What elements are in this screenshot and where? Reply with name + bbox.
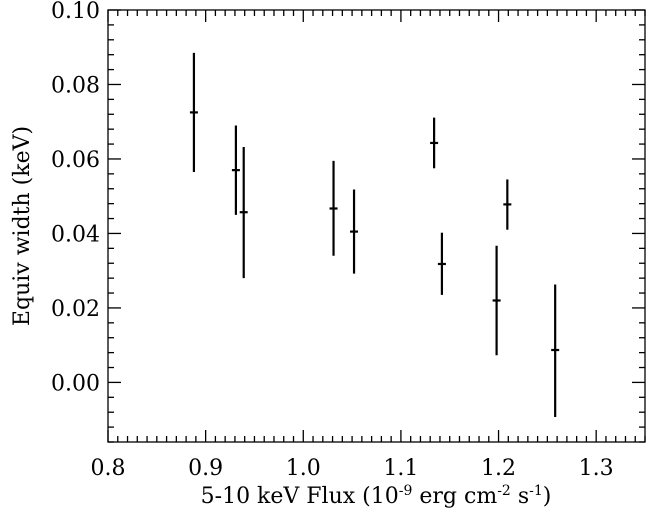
data-point (437, 232, 446, 295)
x-label-text: s (511, 484, 529, 509)
data-point (492, 245, 501, 356)
y-tick-label: 0.08 (51, 73, 100, 98)
data-point (503, 179, 512, 230)
data-point (189, 52, 198, 172)
x-label-superscript: -2 (497, 483, 511, 499)
y-tick-label: 0.06 (51, 148, 100, 173)
x-label-text: 5-10 keV Flux (10 (201, 484, 399, 509)
y-tick-label: 0.10 (51, 0, 100, 24)
axis-ticks (107, 9, 646, 443)
data-point (430, 117, 439, 169)
y-tick-label: 0.02 (51, 297, 100, 322)
x-tick-label: 1.0 (286, 456, 321, 481)
x-label-text: erg cm (412, 484, 497, 509)
plot-frame (107, 9, 646, 443)
x-tick-label: 1.3 (579, 456, 614, 481)
data-point (239, 147, 248, 279)
data-points (189, 52, 560, 418)
x-tick-label: 1.1 (383, 456, 418, 481)
x-tick-label: 0.8 (91, 456, 126, 481)
axis-tick-labels: 0.8 0.9 1.0 1.1 1.2 1.3 0.00 0.02 0.04 0.06 0.08 0.… (51, 0, 614, 481)
x-axis-label: 5-10 keV Flux (10-9 erg cm-2 s-1) (201, 483, 552, 509)
x-label-text: ) (543, 484, 552, 509)
x-label-superscript: -9 (399, 483, 413, 499)
data-point (329, 160, 338, 256)
y-axis-label: Equiv width (keV) (10, 126, 35, 326)
data-point (350, 189, 359, 274)
y-tick-label: 0.04 (51, 222, 100, 247)
x-label-superscript: -1 (529, 483, 543, 499)
y-tick-label: 0.00 (51, 371, 100, 396)
data-point (231, 125, 240, 215)
x-tick-label: 1.2 (481, 456, 516, 481)
x-tick-label: 0.9 (188, 456, 223, 481)
data-point (551, 284, 560, 418)
